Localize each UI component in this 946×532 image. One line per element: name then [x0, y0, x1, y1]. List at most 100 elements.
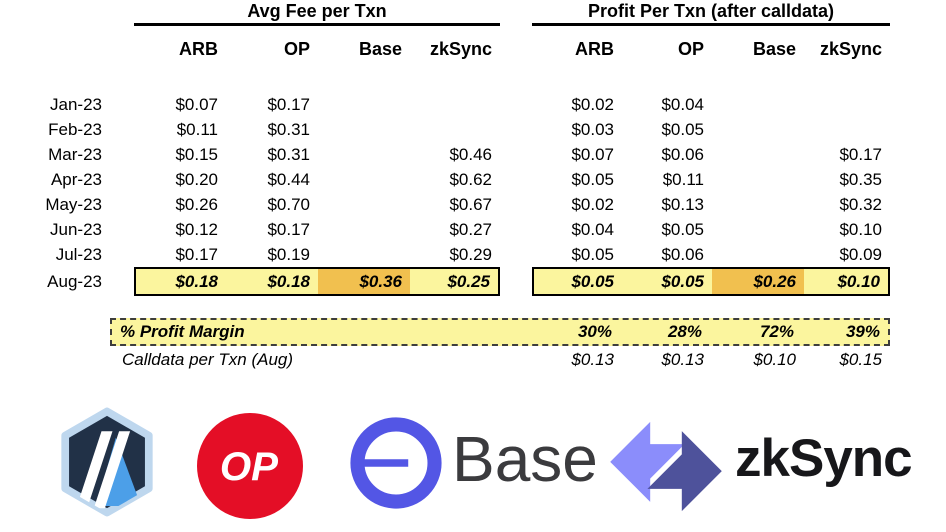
zksync-logo-text: zkSync [735, 429, 913, 488]
profit-cell: $0.26 [712, 267, 804, 296]
fee-col-header-op: OP [283, 39, 310, 59]
fee-col-header-base: Base [358, 39, 402, 59]
profit-cell: $0.05 [571, 244, 614, 264]
profit-cell: $0.05 [622, 267, 712, 296]
table-row: Aug-23 $0.18 $0.18 $0.36 $0.25 $0.05 $0.05 $0.2… [0, 267, 890, 296]
profit-margin-band: % Profit Margin 30% 28% 72% 39% [110, 318, 890, 346]
fee-cell: $0.70 [267, 194, 310, 214]
fee-col-header-arb: ARB [179, 39, 218, 59]
month-label: Feb-23 [48, 119, 102, 139]
profit-margin-label: % Profit Margin [120, 322, 245, 341]
optimism-logo-icon: OP [197, 413, 303, 519]
month-label: Mar-23 [48, 144, 102, 164]
table-row: Jun-23 $0.12 $0.17 $0.27 $0.04 $0.05 $0.10 [0, 217, 890, 242]
column-headers-row: ARB OP Base zkSync ARB OP Base zkSync [0, 26, 890, 66]
profit-cell: $0.17 [839, 144, 882, 164]
profit-cell: $0.04 [571, 219, 614, 239]
fee-cell: $0.27 [449, 219, 492, 239]
month-label: May-23 [45, 194, 102, 214]
profit-margin-arb: 30% [577, 322, 612, 341]
profit-cell: $0.02 [571, 94, 614, 114]
profit-cell: $0.10 [839, 219, 882, 239]
month-label: Jan-23 [50, 94, 102, 114]
profit-cell: $0.10 [804, 267, 890, 296]
fee-cell: $0.62 [449, 169, 492, 189]
fee-cell: $0.46 [449, 144, 492, 164]
table-row: Jan-23 $0.07 $0.17 $0.02 $0.04 [0, 92, 890, 117]
month-label: Jun-23 [50, 219, 102, 239]
fee-cell: $0.18 [226, 267, 318, 296]
profit-cell: $0.07 [571, 144, 614, 164]
fee-cell: $0.17 [267, 219, 310, 239]
profit-cell: $0.13 [661, 194, 704, 214]
table-rows: Jan-23 $0.07 $0.17 $0.02 $0.04 Feb-23 $0.11 $0.… [0, 92, 890, 296]
profit-col-header-op: OP [677, 39, 704, 59]
calldata-arb: $0.13 [571, 349, 614, 369]
fee-cell: $0.29 [449, 244, 492, 264]
profit-cell: $0.32 [839, 194, 882, 214]
profit-cell: $0.35 [839, 169, 882, 189]
profit-cell: $0.04 [661, 94, 704, 114]
calldata-label: Calldata per Txn (Aug) [122, 349, 294, 369]
data-table: Avg Fee per Txn Profit Per Txn (after ca… [0, 0, 890, 373]
fee-col-header-zksync: zkSync [429, 39, 492, 59]
fee-table-title: Avg Fee per Txn [134, 0, 500, 26]
table-row: Mar-23 $0.15 $0.31 $0.46 $0.07 $0.06 $0.17 [0, 142, 890, 167]
fee-cell: $0.31 [267, 119, 310, 139]
calldata-base: $0.10 [753, 349, 796, 369]
fee-cell: $0.26 [175, 194, 218, 214]
fee-cell: $0.25 [410, 267, 500, 296]
fee-cell: $0.31 [267, 144, 310, 164]
fee-cell: $0.11 [176, 119, 218, 139]
arbitrum-logo-icon [61, 407, 153, 517]
table-row: Feb-23 $0.11 $0.31 $0.03 $0.05 [0, 117, 890, 142]
calldata-op: $0.13 [661, 349, 704, 369]
profit-cell: $0.05 [532, 267, 622, 296]
fee-cell: $0.18 [134, 267, 226, 296]
profit-col-header-arb: ARB [575, 39, 614, 59]
calldata-zksync: $0.15 [839, 349, 882, 369]
base-logo-icon [350, 417, 442, 509]
profit-col-header-base: Base [752, 39, 796, 59]
profit-margin-zksync: 39% [845, 322, 880, 341]
fee-cell: $0.36 [318, 267, 410, 296]
fee-cell: $0.07 [175, 94, 218, 114]
month-label: Apr-23 [50, 169, 102, 189]
base-logo-text: Base [452, 423, 598, 495]
calldata-row: Calldata per Txn (Aug) $0.13 $0.13 $0.10… [110, 346, 890, 373]
group-titles-row: Avg Fee per Txn Profit Per Txn (after ca… [0, 0, 890, 26]
profit-table-title: Profit Per Txn (after calldata) [532, 0, 890, 26]
month-label: Aug-23 [47, 271, 102, 291]
zksync-logo-icon [610, 421, 722, 512]
profit-cell: $0.05 [661, 119, 704, 139]
op-logo-text: OP [220, 444, 278, 489]
profit-margin-base: 72% [759, 322, 794, 341]
spacer [0, 296, 890, 318]
fee-cell: $0.12 [175, 219, 218, 239]
fee-cell: $0.17 [267, 94, 310, 114]
fee-cell: $0.44 [267, 169, 310, 189]
profit-cell: $0.05 [571, 169, 614, 189]
profit-cell: $0.11 [662, 169, 704, 189]
table-row: Jul-23 $0.17 $0.19 $0.29 $0.05 $0.06 $0.09 [0, 242, 890, 267]
profit-cell: $0.09 [839, 244, 882, 264]
profit-cell: $0.06 [661, 244, 704, 264]
profit-margin-op: 28% [667, 322, 702, 341]
profit-cell: $0.02 [571, 194, 614, 214]
fee-cell: $0.20 [175, 169, 218, 189]
profit-cell: $0.06 [661, 144, 704, 164]
profit-cell: $0.05 [661, 219, 704, 239]
fee-cell: $0.67 [449, 194, 492, 214]
month-label: Jul-23 [55, 244, 102, 264]
fee-cell: $0.19 [267, 244, 310, 264]
table-row: May-23 $0.26 $0.70 $0.67 $0.02 $0.13 $0.32 [0, 192, 890, 217]
profit-cell: $0.03 [571, 119, 614, 139]
spacer [0, 0, 134, 26]
spacer [0, 66, 890, 92]
table-row: Apr-23 $0.20 $0.44 $0.62 $0.05 $0.11 $0.35 [0, 167, 890, 192]
fee-cell: $0.17 [175, 244, 218, 264]
fee-cell: $0.15 [175, 144, 218, 164]
profit-col-header-zksync: zkSync [819, 39, 882, 59]
spacer [500, 0, 532, 26]
